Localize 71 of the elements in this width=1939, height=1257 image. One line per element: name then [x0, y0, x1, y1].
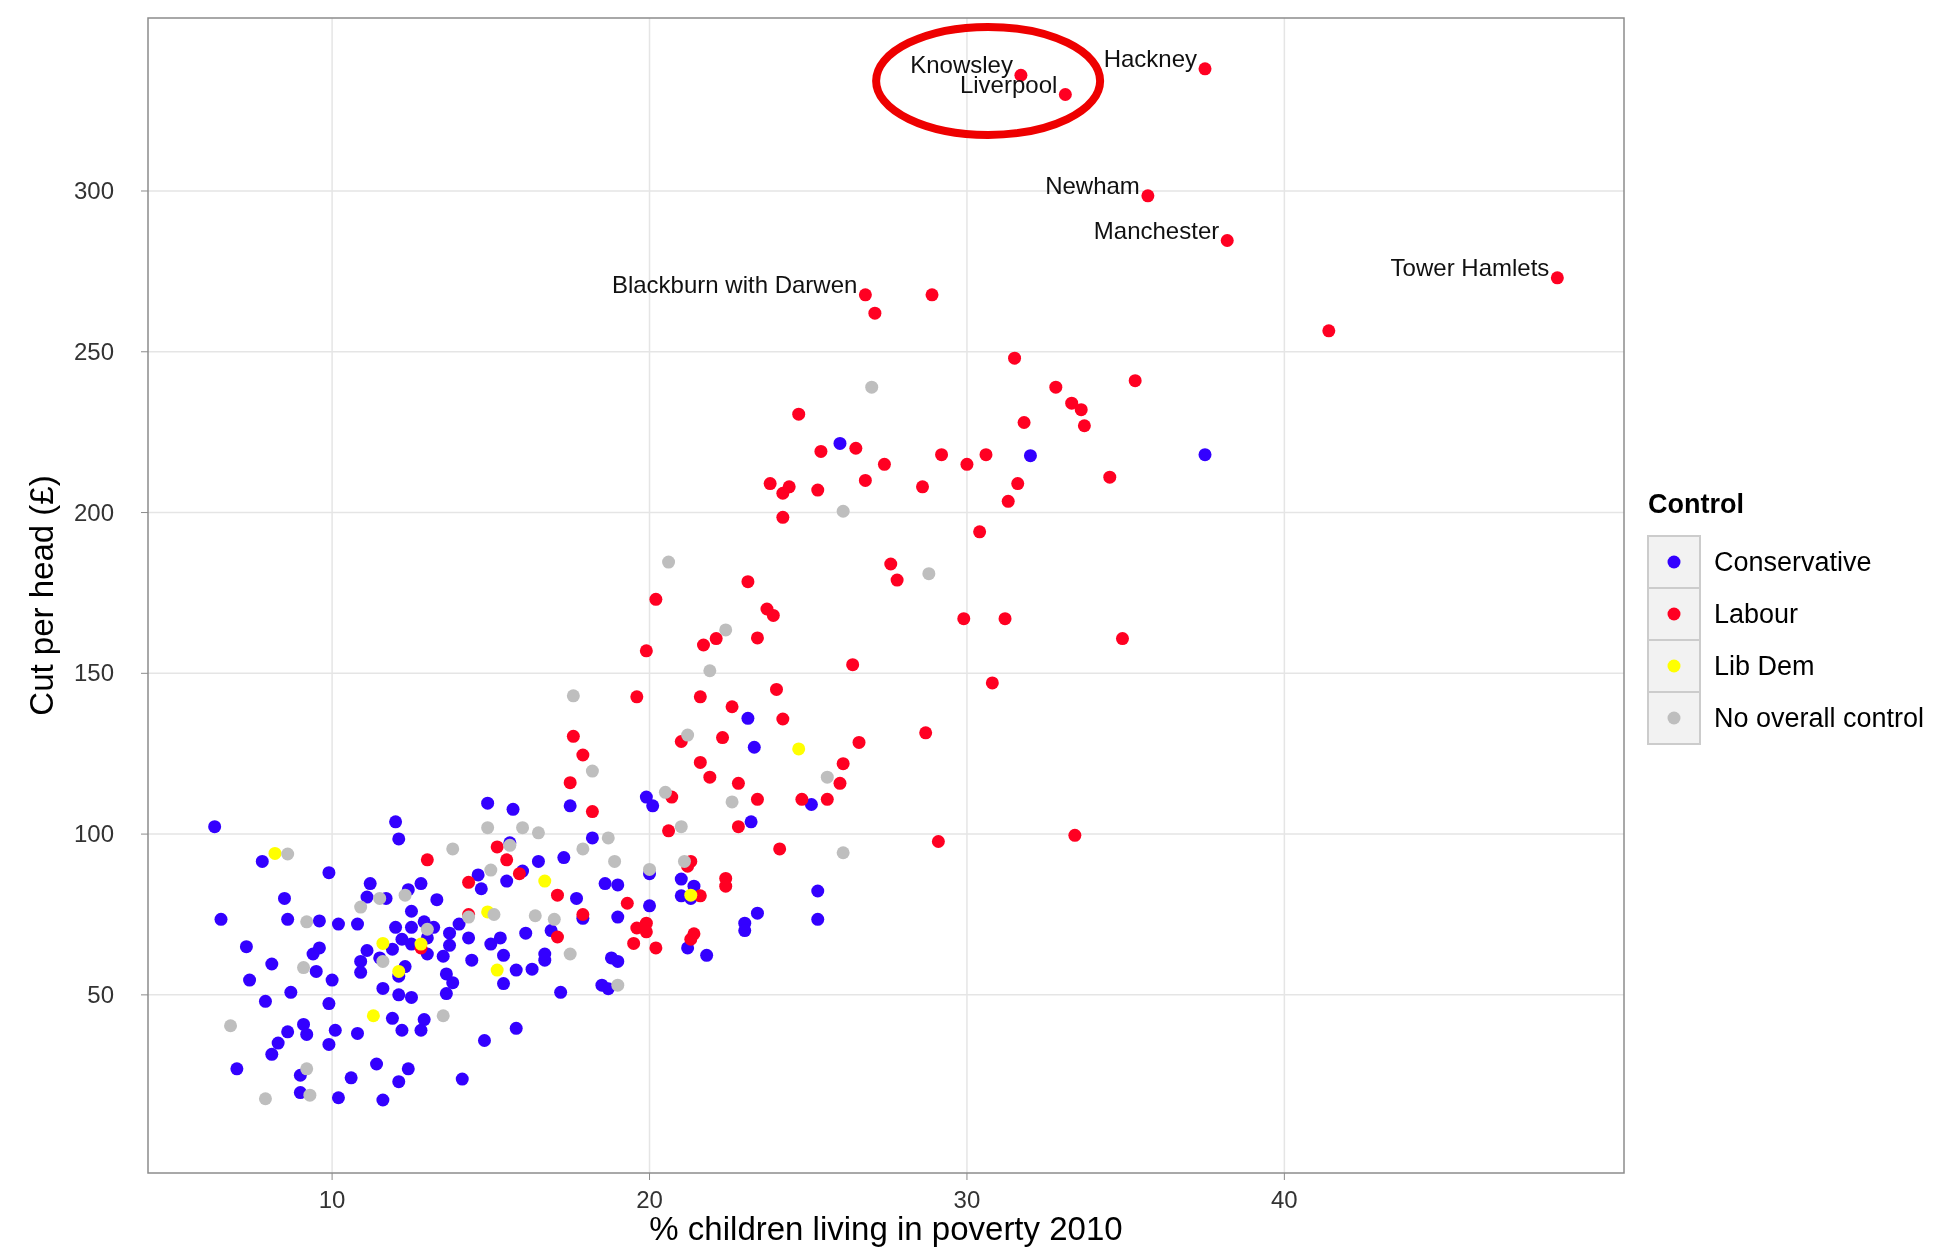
point	[436, 1009, 450, 1023]
point	[531, 826, 545, 840]
y-axis-title: Cut per head (£)	[23, 475, 60, 716]
legend-label: Lib Dem	[1714, 651, 1815, 681]
point	[643, 862, 657, 876]
y-tick-label: 100	[73, 820, 114, 848]
point	[611, 978, 625, 992]
point	[414, 937, 428, 951]
point	[490, 963, 504, 977]
annotation: Hackney	[1103, 44, 1198, 72]
point	[354, 900, 368, 914]
point	[836, 846, 850, 860]
point	[658, 785, 672, 799]
x-tick-label: 30	[953, 1186, 981, 1213]
point	[836, 504, 850, 518]
annotation: Blackburn with Darwen	[611, 270, 858, 298]
legend-label: Labour	[1714, 599, 1799, 629]
point	[484, 863, 498, 877]
x-tick-label: 40	[1271, 1186, 1298, 1213]
point	[481, 821, 495, 835]
point	[373, 891, 387, 905]
point	[792, 742, 806, 756]
point	[268, 846, 282, 860]
point	[719, 623, 733, 637]
point	[224, 1019, 238, 1033]
x-tick-label: 10	[318, 1186, 346, 1213]
point	[677, 854, 691, 868]
point	[547, 912, 561, 926]
y-tick-label: 200	[73, 498, 114, 526]
point	[608, 854, 622, 868]
point	[376, 936, 390, 950]
point	[528, 909, 542, 923]
point	[297, 961, 311, 975]
legend-title: Control	[1648, 489, 1744, 519]
point	[366, 1009, 380, 1023]
point	[585, 764, 599, 778]
point	[662, 555, 676, 569]
point	[258, 1092, 272, 1106]
legend-label: No overall control	[1714, 703, 1925, 733]
point	[820, 770, 834, 784]
point	[516, 821, 530, 835]
point	[674, 820, 688, 834]
annotation: Newham	[1045, 171, 1140, 199]
point	[576, 842, 590, 856]
annotation: Manchester	[1093, 216, 1220, 244]
point	[300, 915, 314, 929]
point	[922, 567, 936, 581]
point	[865, 380, 879, 394]
x-tick-label: 20	[636, 1186, 663, 1213]
point	[281, 847, 295, 861]
point	[601, 831, 615, 845]
point	[300, 1062, 314, 1076]
y-tick-label: 50	[87, 980, 114, 1008]
y-tick-label: 150	[73, 659, 114, 687]
point	[538, 874, 552, 888]
point	[563, 947, 577, 961]
x-axis-title: % children living in poverty 2010	[649, 1210, 1123, 1247]
point	[703, 664, 717, 678]
point	[303, 1088, 317, 1102]
point	[681, 728, 695, 742]
point	[487, 907, 501, 921]
y-tick-label: 300	[73, 176, 114, 204]
legend-label: Conservative	[1714, 547, 1872, 577]
point	[725, 795, 739, 809]
point	[398, 888, 412, 902]
y-tick-label: 250	[73, 337, 114, 365]
annotation: Tower Hamlets	[1390, 253, 1550, 281]
point	[420, 922, 434, 936]
point	[392, 964, 406, 978]
point	[446, 842, 460, 856]
point	[566, 689, 580, 703]
